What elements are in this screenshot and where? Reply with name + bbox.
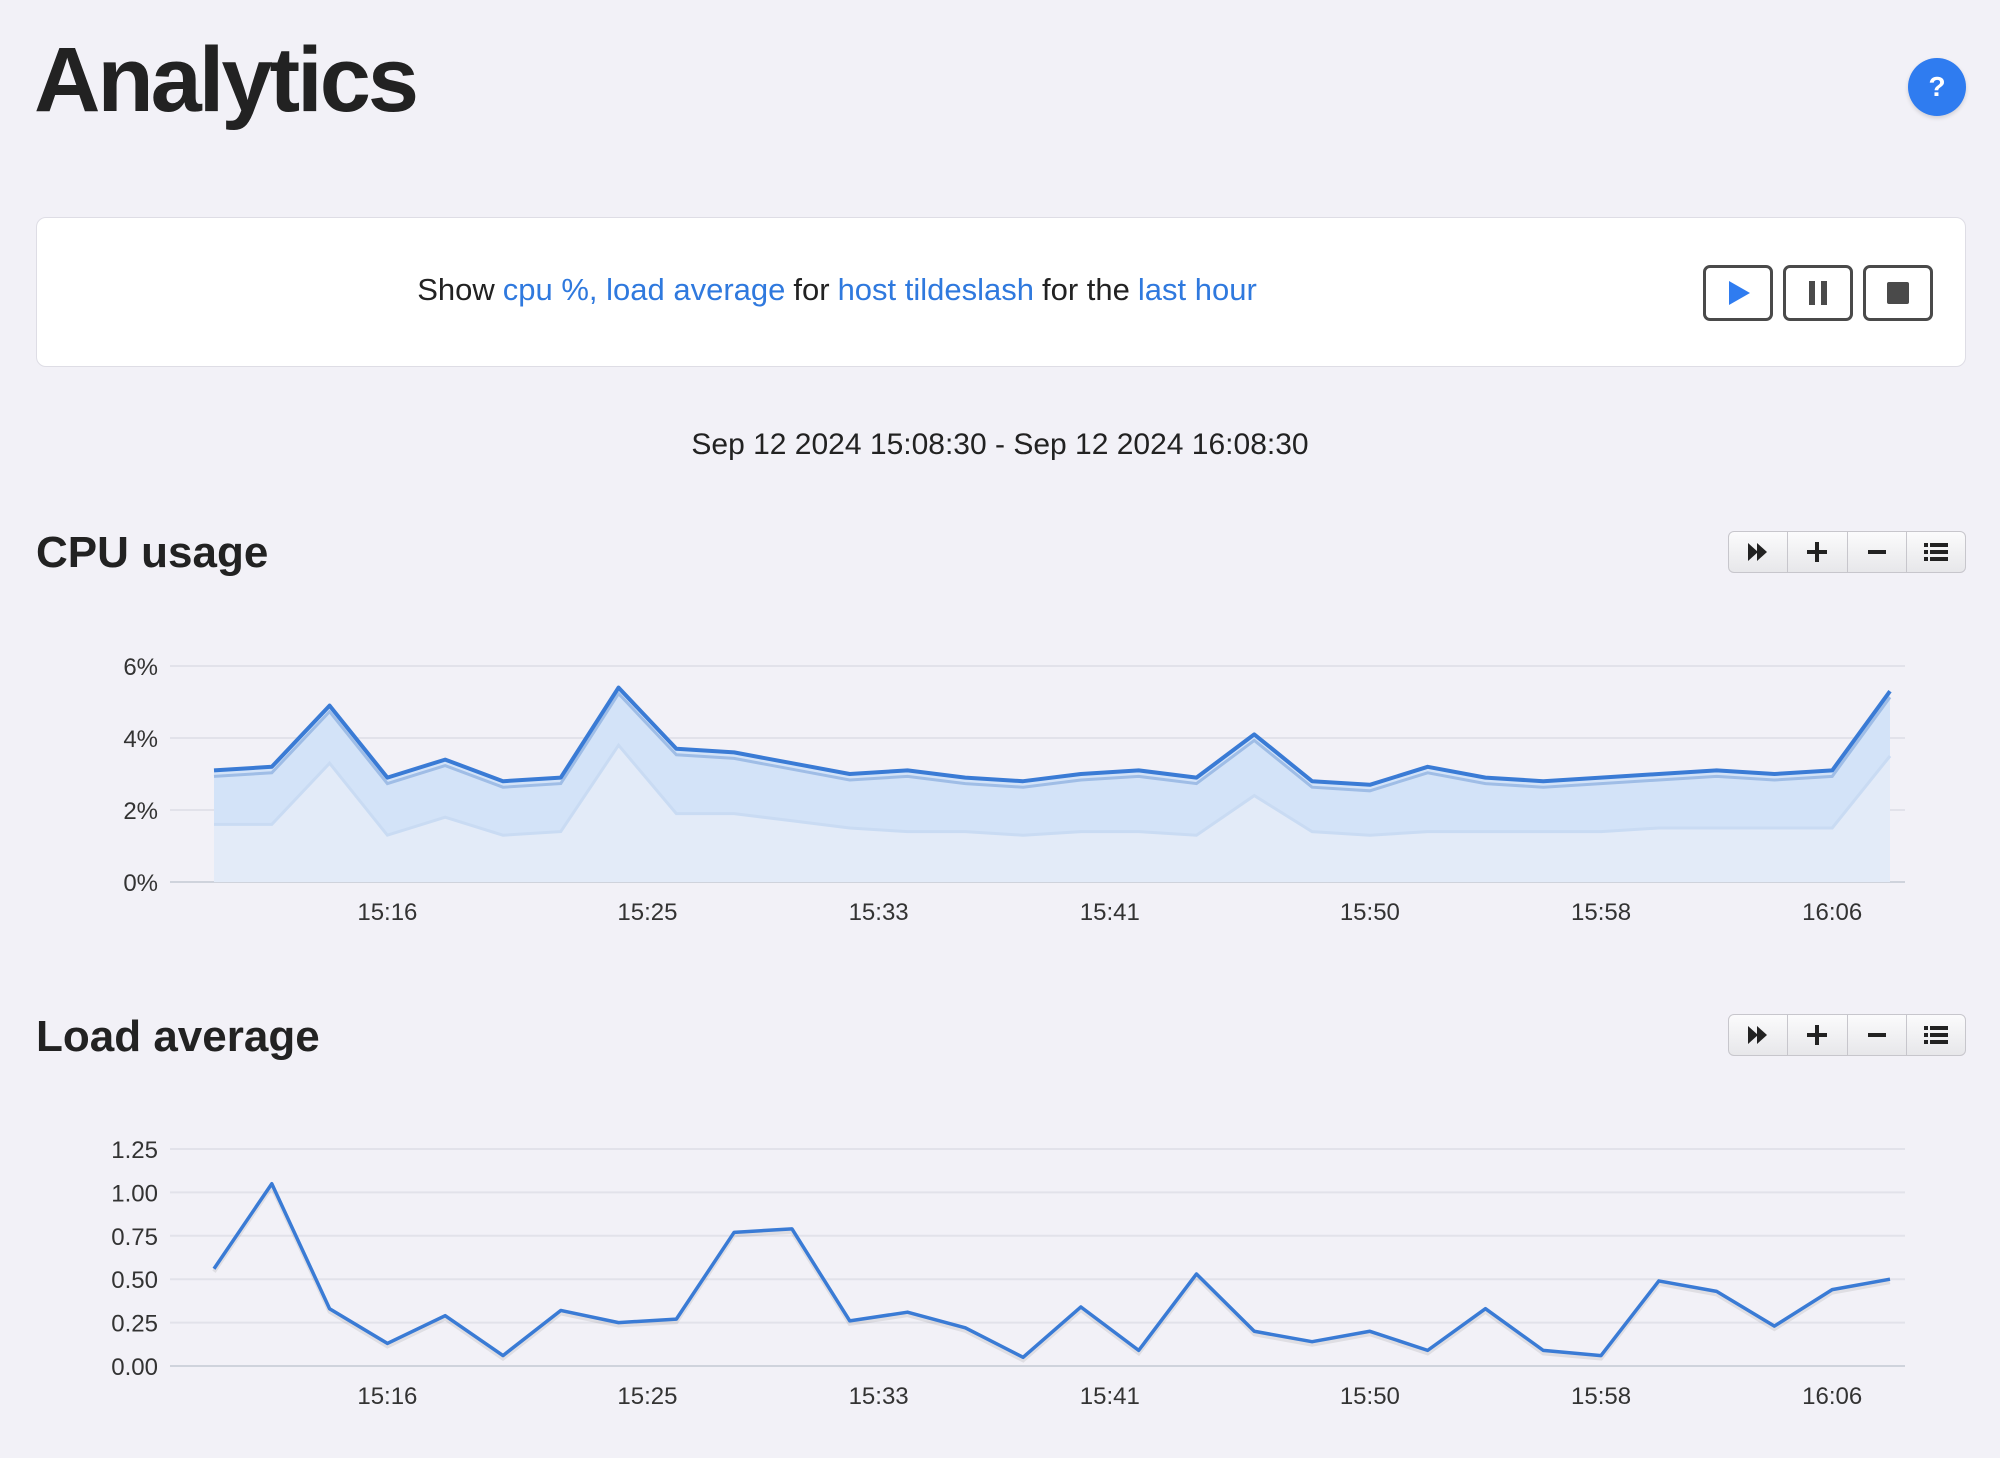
x-tick-label: 15:16 [357,1383,417,1410]
x-tick-label: 15:50 [1340,1383,1400,1410]
x-tick-label: 15:33 [849,899,909,926]
play-button[interactable] [1703,265,1773,321]
plus-icon [1807,542,1828,562]
x-tick-label: 15:41 [1080,1383,1140,1410]
minus-icon [1867,550,1886,554]
fast-forward-icon [1748,543,1768,561]
series-2-area [214,687,1890,836]
x-tick-label: 16:06 [1802,899,1862,926]
series-1-area [214,745,1890,882]
y-tick-label: 0.25 [111,1311,158,1338]
cpu-usage-chart: 0% 2% 4% 6% 15:16 15:25 15:33 15:41 15:50 15:58 16… [123,654,1905,926]
list-icon [1923,543,1948,561]
y-tick-label: 0.75 [111,1224,158,1251]
play-icon [1729,281,1750,305]
plus-icon [1807,1025,1828,1045]
x-tick-label: 15:58 [1571,1383,1631,1410]
zoom-in-button[interactable] [1788,532,1848,572]
load-average-chart: 0.00 0.25 0.50 0.75 1.00 1.25 15:16 15:25 15:33 1… [111,1137,1905,1410]
menu-button[interactable] [1907,1015,1965,1055]
pause-icon [1809,281,1827,305]
y-tick-label: 0.00 [111,1354,158,1381]
series-1-line [214,742,1892,837]
page-title: Analytics [34,29,419,131]
menu-button[interactable] [1907,532,1965,572]
y-tick-label: 1.00 [111,1180,158,1207]
x-tick-label: 15:33 [849,1383,909,1410]
pause-button[interactable] [1783,265,1853,321]
x-tick-label: 15:25 [617,899,677,926]
minus-icon [1867,1033,1886,1037]
y-tick-label: 2% [123,798,158,825]
query-show-word: Show [417,272,495,307]
stop-icon [1887,282,1909,304]
cpu-chart-toolbar [1728,531,1966,573]
time-range-label: Sep 12 2024 15:08:30 - Sep 12 2024 16:08… [691,428,1309,461]
x-tick-label: 15:50 [1340,899,1400,926]
x-tick-label: 15:41 [1080,899,1140,926]
y-tick-label: 1.25 [111,1137,158,1164]
series-line [212,1181,1891,1360]
cpu-chart-title: CPU usage [36,528,269,577]
period-selector[interactable]: last hour [1137,272,1257,307]
load-chart-toolbar [1728,1014,1966,1056]
y-tick-label: 4% [123,726,158,753]
query-for-word: for [793,272,830,307]
y-tick-label: 0.50 [111,1267,158,1294]
query-sentence: Show cpu %, load average for host tildeslas… [37,270,1637,310]
help-button[interactable]: ? [1908,58,1966,116]
x-tick-label: 16:06 [1802,1383,1862,1410]
zoom-out-button[interactable] [1848,532,1907,572]
fast-forward-button[interactable] [1729,532,1789,572]
query-panel: Show cpu %, load average for host tildeslas… [36,217,1966,367]
metrics-selector[interactable]: cpu %, load average [502,272,786,307]
fast-forward-icon [1748,1026,1768,1044]
host-selector[interactable]: host tildeslash [837,272,1035,307]
x-tick-label: 15:25 [617,1383,677,1410]
series-2-inner-line [213,691,1892,793]
series-2-line [213,685,1892,787]
series-line-shadow [212,1182,1891,1363]
list-icon [1923,1026,1948,1044]
x-tick-label: 15:16 [357,899,417,926]
playback-controls [1703,265,1933,321]
y-tick-label: 6% [123,654,158,681]
query-for-the-word: for the [1042,272,1130,307]
load-chart-title: Load average [36,1012,320,1061]
x-tick-label: 15:58 [1571,899,1631,926]
zoom-in-button[interactable] [1788,1015,1848,1055]
fast-forward-button[interactable] [1729,1015,1789,1055]
stop-button[interactable] [1863,265,1933,321]
zoom-out-button[interactable] [1848,1015,1907,1055]
y-tick-label: 0% [123,870,158,897]
